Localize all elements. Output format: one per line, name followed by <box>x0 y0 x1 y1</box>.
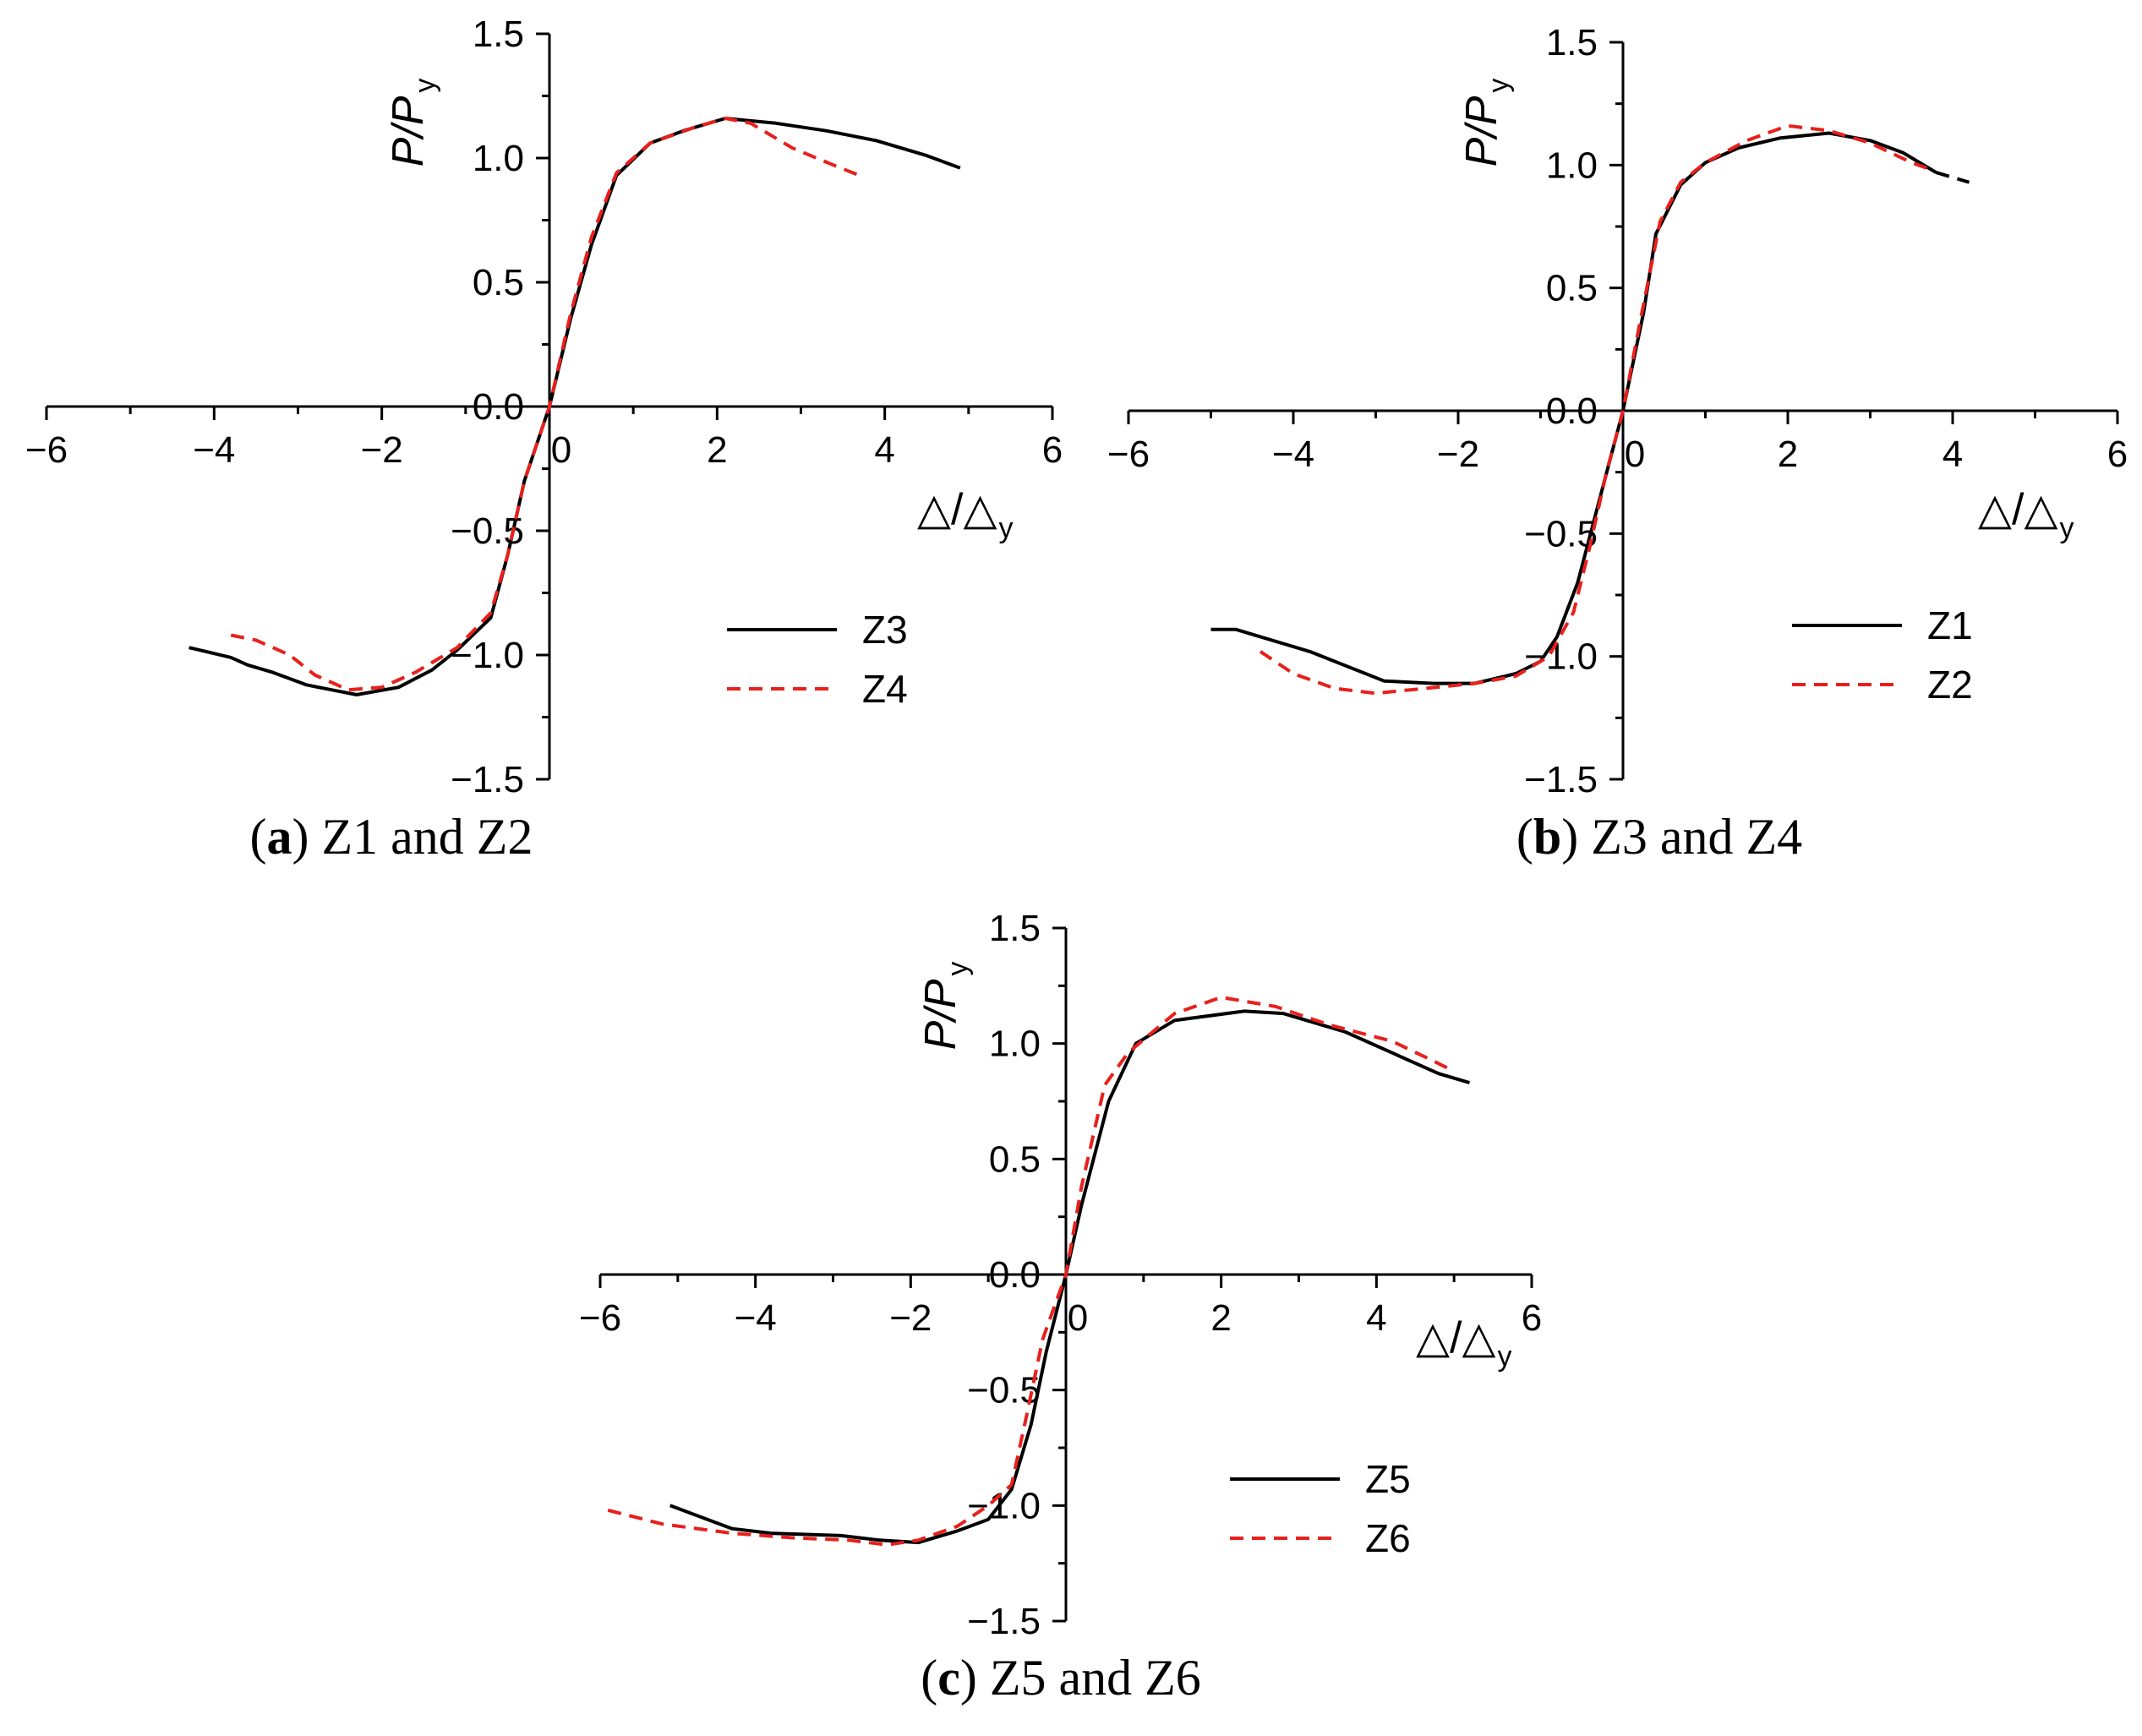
series-line-extension <box>1935 171 1970 184</box>
caption-letter: a <box>267 809 292 865</box>
y-tick-label: −1.5 <box>451 759 524 800</box>
x-tick-label: −6 <box>1107 434 1150 475</box>
y-tick-label: 0.0 <box>1546 390 1598 432</box>
panel-caption: (a) Z1 and Z2 <box>250 809 533 865</box>
x-axis-title: △/△y <box>1416 1313 1511 1373</box>
caption-open-paren: ( <box>1516 809 1533 865</box>
x-axis-title-sub: y <box>2059 512 2074 544</box>
caption-close-paren: ) <box>960 1650 990 1706</box>
chart-panel-a: −6 −4 −2 0 2 4 6−1.5−1.0−0.50.00.51.01.5P/Py△/… <box>25 14 1063 865</box>
x-tick-label: 4 <box>874 429 894 471</box>
y-axis-title: P/P y <box>916 962 974 1051</box>
x-tick-label: −6 <box>579 1297 621 1339</box>
legend-label-z1: Z1 <box>1927 603 1973 647</box>
caption-close-paren: ) <box>1561 809 1591 865</box>
x-tick-label: −2 <box>361 429 403 471</box>
x-tick-label: 2 <box>707 429 727 471</box>
series-line-z4 <box>230 117 861 692</box>
x-tick-label: −2 <box>889 1297 932 1339</box>
y-tick-label: 0.5 <box>473 262 524 303</box>
caption-open-paren: ( <box>250 809 267 865</box>
y-axis-title-main: P/P <box>1457 96 1506 167</box>
y-tick-label: 0.5 <box>989 1138 1041 1180</box>
y-tick-label: −1.5 <box>1524 759 1598 800</box>
legend-label-z6: Z6 <box>1365 1516 1411 1560</box>
x-axis-title: △/△y <box>1978 485 2074 544</box>
x-axis-title-main: △/△ <box>917 485 997 534</box>
y-tick-label: 0.5 <box>1546 268 1598 309</box>
x-tick-label: 2 <box>1778 434 1798 475</box>
y-tick-label: −1.5 <box>967 1601 1041 1642</box>
caption-text: Z3 and Z4 <box>1591 809 1802 865</box>
x-axis-title: △/△y <box>917 485 1013 544</box>
y-tick-label: 1.5 <box>1546 22 1598 63</box>
caption-close-paren: ) <box>292 809 322 865</box>
y-tick-label: 1.0 <box>1546 145 1598 186</box>
series-line-z6 <box>607 996 1456 1547</box>
x-tick-label: −6 <box>25 429 68 471</box>
y-tick-label: 0.0 <box>473 386 524 428</box>
panel-caption: (c) Z5 and Z6 <box>921 1650 1201 1706</box>
y-axis-title-sub: y <box>942 962 974 976</box>
caption-letter: c <box>937 1650 960 1706</box>
x-tick-label: −4 <box>193 429 235 471</box>
x-tick-label: 6 <box>1042 429 1063 471</box>
x-tick-label: 0 <box>551 429 571 471</box>
chart-panel-c: −6 −4 −2 0 2 4 6−1.5−1.0−0.50.00.51.01.5P/Py△/… <box>579 908 1542 1706</box>
caption-text: Z1 and Z2 <box>322 809 533 865</box>
x-tick-label: −2 <box>1437 434 1479 475</box>
y-tick-label: −1.0 <box>1524 636 1598 678</box>
y-axis-title-main: P/P <box>916 979 965 1050</box>
x-tick-label: −4 <box>735 1297 777 1339</box>
y-tick-label: 1.0 <box>473 138 524 179</box>
y-tick-label: 0.0 <box>989 1254 1041 1296</box>
y-axis-title-sub: y <box>1483 79 1515 93</box>
y-tick-label: −1.0 <box>451 635 524 676</box>
x-tick-label: 6 <box>1522 1297 1542 1339</box>
caption-text: Z5 and Z6 <box>990 1650 1201 1706</box>
x-tick-label: −4 <box>1272 434 1314 475</box>
y-axis-title-main: P/P <box>384 96 433 167</box>
x-axis-title-sub: y <box>998 512 1013 544</box>
legend-label-z3: Z3 <box>862 608 908 652</box>
y-axis-title: P/P y <box>1457 79 1515 167</box>
panel-caption: (b) Z3 and Z4 <box>1516 809 1802 865</box>
legend-label-z5: Z5 <box>1365 1457 1411 1501</box>
y-axis-title-sub: y <box>409 79 441 93</box>
series-line-z5 <box>669 1009 1471 1545</box>
x-tick-label: 6 <box>2107 434 2128 475</box>
x-axis-title-main: △/△ <box>1978 485 2057 534</box>
legend-label-z4: Z4 <box>862 667 908 711</box>
y-tick-label: 1.5 <box>473 14 524 55</box>
y-tick-label: 1.5 <box>989 908 1041 949</box>
x-tick-label: 4 <box>1943 434 1963 475</box>
series-line-z3 <box>189 117 961 696</box>
x-tick-label: 2 <box>1210 1297 1231 1339</box>
x-tick-label: 0 <box>1068 1297 1088 1339</box>
series-line-z2 <box>1259 123 1933 696</box>
caption-letter: b <box>1533 809 1561 865</box>
legend-label-z2: Z2 <box>1927 663 1973 707</box>
x-tick-label: 0 <box>1625 434 1645 475</box>
y-tick-label: −0.5 <box>967 1370 1041 1411</box>
x-axis-title-main: △/△ <box>1416 1313 1495 1362</box>
chart-panel-b: −6 −4 −2 0 2 4 6−1.5−1.0−0.50.00.51.01.5P/Py△/… <box>1107 22 2128 865</box>
y-tick-label: −1.0 <box>967 1485 1041 1526</box>
y-tick-label: 1.0 <box>989 1024 1041 1065</box>
x-tick-label: 4 <box>1366 1297 1386 1339</box>
caption-open-paren: ( <box>921 1650 937 1706</box>
y-axis-title: P/P y <box>384 79 441 167</box>
x-axis-title-sub: y <box>1497 1340 1511 1373</box>
